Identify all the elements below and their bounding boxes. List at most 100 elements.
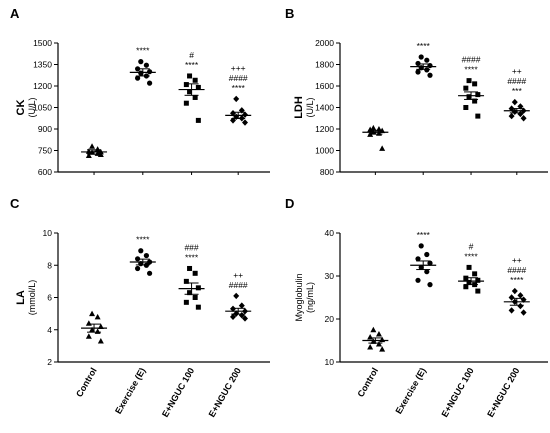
data-point-circle bbox=[147, 69, 153, 75]
y-tick-label: 6 bbox=[47, 293, 52, 303]
data-point-square bbox=[183, 299, 189, 305]
data-point-square bbox=[466, 78, 472, 84]
data-point-square bbox=[463, 284, 469, 290]
x-tick-label: E+NGUC 100 bbox=[439, 366, 475, 419]
y-tick-label: 1800 bbox=[315, 60, 334, 70]
data-point-circle bbox=[418, 243, 424, 249]
data-point-square bbox=[187, 89, 193, 95]
x-tick-label: Exercise (E) bbox=[113, 366, 147, 416]
significance-label: #### bbox=[507, 265, 526, 275]
data-point-diamond bbox=[517, 292, 524, 299]
data-point-circle bbox=[143, 252, 149, 259]
data-point-square bbox=[195, 304, 201, 310]
significance-label: #### bbox=[229, 280, 248, 290]
data-point-circle bbox=[424, 57, 430, 63]
data-point-circle bbox=[415, 60, 421, 67]
data-point-circle bbox=[418, 54, 424, 60]
y-tick-label: 10 bbox=[43, 228, 53, 238]
data-point-square bbox=[187, 290, 193, 296]
data-point-circle bbox=[147, 80, 153, 86]
y-axis-label: LA(mmol/L) bbox=[15, 280, 37, 316]
data-point-circle bbox=[138, 59, 144, 65]
data-point-triangle bbox=[94, 313, 101, 320]
y-tick-label: 1200 bbox=[33, 81, 52, 91]
significance-label: *** bbox=[512, 86, 523, 96]
data-point-diamond bbox=[238, 302, 245, 309]
data-point-square bbox=[475, 113, 481, 119]
x-tick-label: Control bbox=[74, 366, 99, 399]
data-point-triangle bbox=[97, 338, 104, 344]
data-point-square bbox=[187, 73, 193, 79]
data-point-triangle bbox=[375, 331, 382, 337]
data-point-diamond bbox=[508, 294, 515, 301]
data-point-diamond bbox=[242, 111, 248, 118]
x-tick-label: E+NGUC 100 bbox=[160, 366, 196, 419]
data-point-circle bbox=[143, 62, 149, 68]
y-tick-label: 20 bbox=[325, 314, 335, 324]
y-tick-label: 1050 bbox=[33, 103, 52, 113]
data-point-square bbox=[187, 265, 193, 271]
data-point-circle bbox=[147, 270, 153, 276]
significance-label: **** bbox=[417, 41, 431, 51]
data-point-circle bbox=[138, 248, 144, 254]
data-point-diamond bbox=[520, 115, 527, 122]
data-point-diamond bbox=[517, 110, 524, 118]
data-point-triangle bbox=[89, 310, 96, 317]
data-point-triangle bbox=[367, 343, 374, 350]
y-tick-label: 800 bbox=[320, 167, 334, 177]
y-tick-label: 1200 bbox=[315, 124, 334, 134]
data-point-diamond bbox=[511, 287, 518, 295]
y-tick-label: 1350 bbox=[33, 60, 52, 70]
data-point-square bbox=[475, 277, 481, 283]
y-tick-label: 900 bbox=[38, 124, 52, 134]
data-point-square bbox=[183, 100, 189, 106]
y-tick-label: 1500 bbox=[33, 38, 52, 48]
y-axis-label: CK(U/L) bbox=[15, 97, 37, 117]
data-point-square bbox=[192, 295, 198, 300]
data-point-circle bbox=[415, 256, 421, 262]
data-point-square bbox=[192, 270, 198, 276]
significance-label: **** bbox=[185, 252, 199, 262]
x-tick-label: Exercise (E) bbox=[394, 366, 428, 416]
data-point-diamond bbox=[517, 103, 524, 110]
data-point-circle bbox=[427, 282, 433, 288]
data-point-diamond bbox=[233, 292, 240, 300]
data-point-triangle bbox=[379, 145, 386, 151]
data-point-triangle bbox=[370, 124, 377, 131]
data-point-diamond bbox=[242, 315, 248, 322]
significance-label: ++ bbox=[512, 255, 522, 265]
significance-label: **** bbox=[185, 60, 199, 70]
data-point-diamond bbox=[230, 313, 236, 321]
y-tick-label: 8 bbox=[47, 260, 52, 270]
data-point-square bbox=[475, 92, 481, 98]
data-point-square bbox=[463, 85, 469, 91]
y-axis-label: Myoglobulin(ng/mL) bbox=[294, 273, 315, 321]
significance-label: #### bbox=[462, 55, 481, 65]
data-point-circle bbox=[135, 265, 141, 272]
data-point-square bbox=[195, 285, 201, 291]
data-point-triangle bbox=[370, 326, 377, 333]
y-tick-label: 30 bbox=[325, 271, 335, 281]
data-point-square bbox=[195, 117, 201, 123]
significance-label: ++ bbox=[512, 66, 522, 76]
significance-label: +++ bbox=[231, 63, 246, 73]
y-tick-label: 10 bbox=[325, 357, 335, 367]
data-point-triangle bbox=[85, 333, 92, 339]
data-point-diamond bbox=[520, 309, 527, 316]
y-tick-label: 2000 bbox=[315, 38, 334, 48]
data-point-diamond bbox=[230, 117, 236, 124]
y-tick-label: 750 bbox=[38, 146, 52, 156]
data-point-triangle bbox=[375, 340, 382, 347]
y-axis-label: LDH(U/L) bbox=[293, 96, 315, 119]
significance-label: #### bbox=[229, 73, 248, 83]
significance-label: **** bbox=[464, 251, 478, 261]
y-tick-label: 1400 bbox=[315, 103, 334, 113]
data-point-triangle bbox=[367, 334, 374, 340]
significance-label: ### bbox=[184, 242, 198, 252]
data-point-square bbox=[195, 84, 201, 90]
significance-label: **** bbox=[232, 83, 246, 93]
y-tick-label: 40 bbox=[325, 228, 335, 238]
data-point-circle bbox=[427, 72, 433, 78]
data-point-diamond bbox=[233, 95, 240, 103]
data-point-diamond bbox=[230, 110, 236, 117]
